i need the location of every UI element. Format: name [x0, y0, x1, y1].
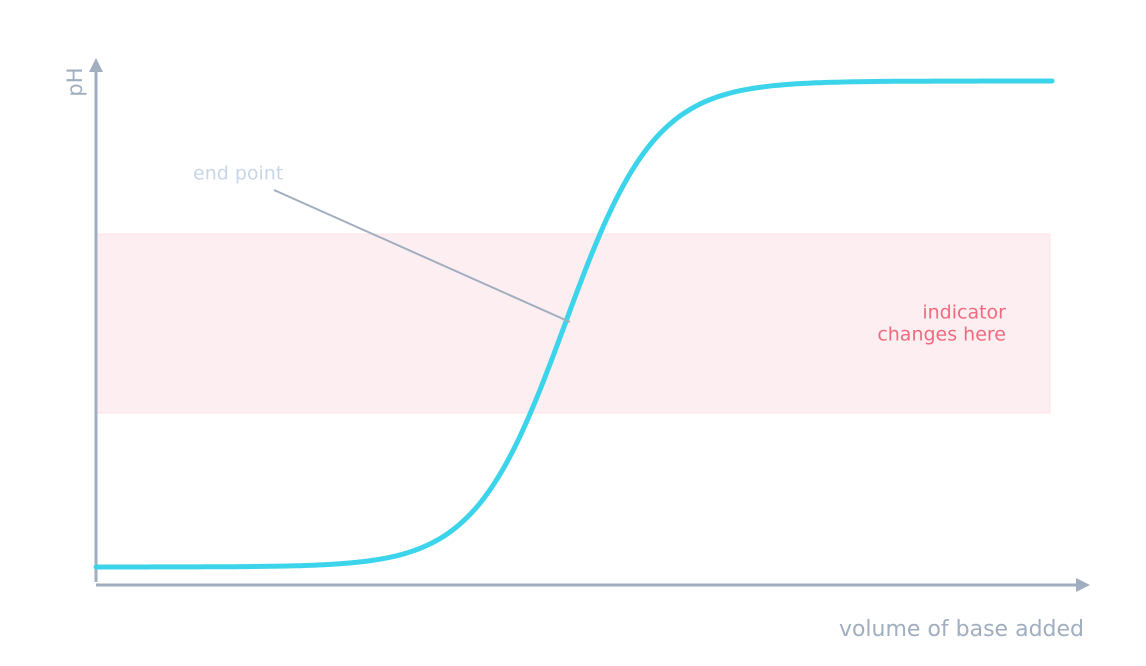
end-point-label: end point [193, 163, 283, 185]
end-point-pointer [273, 189, 571, 323]
y-axis-arrow [89, 58, 103, 72]
x-axis-arrow [1076, 578, 1090, 592]
indicator-label: changes here [877, 324, 1006, 346]
indicator-label: indicator [922, 302, 1006, 324]
indicator-range-band [95, 233, 1051, 414]
y-axis-label: pH [63, 67, 87, 96]
titration-curve [93, 78, 1055, 570]
x-axis-label: volume of base added [839, 617, 1084, 642]
